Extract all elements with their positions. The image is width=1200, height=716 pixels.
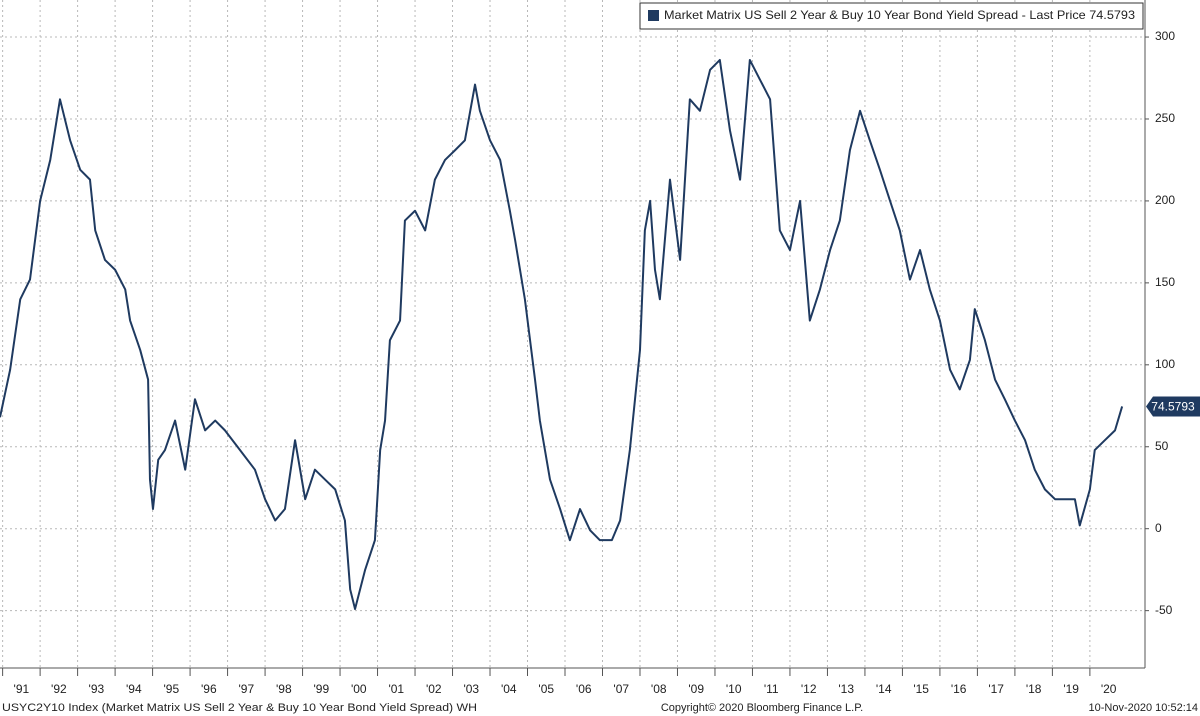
y-tick-label: 50 [1155,439,1169,453]
y-tick-label: 300 [1155,29,1175,43]
x-tick-label: '99 [313,682,329,696]
series-line [0,58,1124,610]
legend-swatch [648,10,659,21]
x-tick-label: '00 [351,682,367,696]
y-tick-label: 250 [1155,111,1175,125]
x-tick-label: '98 [276,682,292,696]
x-tick-label: '93 [89,682,105,696]
x-tick-label: '13 [838,682,854,696]
last-price-tag [1146,396,1200,417]
x-tick-label: '09 [688,682,704,696]
y-tick-label: 200 [1155,193,1175,207]
x-tick-label: '11 [764,682,779,696]
x-tick-label: '01 [388,682,404,696]
x-tick-label: '05 [538,682,554,696]
x-tick-label: '91 [14,682,30,696]
x-tick-label: '92 [51,682,67,696]
x-tick-label: '94 [126,682,142,696]
x-tick-label: '96 [201,682,217,696]
x-tick-label: '02 [426,682,442,696]
footer-left: USYC2Y10 Index (Market Matrix US Sell 2 … [2,702,477,714]
legend-box [639,2,1144,30]
footer-center: Copyright© 2020 Bloomberg Finance L.P. [661,702,863,714]
x-tick-label: '07 [613,682,629,696]
x-tick-label: '17 [988,682,1004,696]
x-tick-label: '97 [239,682,255,696]
x-tick-label: '03 [463,682,479,696]
x-tick-label: '15 [913,682,929,696]
x-tick-label: '12 [801,682,817,696]
last-price-label: 74.5793 [1151,400,1195,414]
x-tick-label: '19 [1063,682,1079,696]
x-tick-label: '16 [951,682,967,696]
x-tick-label: '14 [876,682,892,696]
y-tick-label: 0 [1155,521,1162,535]
grid [0,0,1145,668]
x-tick-label: '04 [501,682,517,696]
x-tick-label: '06 [576,682,592,696]
footer-right: 10-Nov-2020 10:52:14 [1089,702,1198,714]
x-tick-label: '20 [1101,682,1117,696]
legend-label: Market Matrix US Sell 2 Year & Buy 10 Ye… [664,8,1135,22]
x-tick-label: '10 [726,682,742,696]
x-tick-label: '18 [1026,682,1042,696]
y-tick-label: -50 [1155,603,1173,617]
y-tick-label: 150 [1155,275,1175,289]
x-tick-label: '08 [651,682,667,696]
y-tick-label: 100 [1155,357,1175,371]
x-tick-label: '95 [164,682,180,696]
